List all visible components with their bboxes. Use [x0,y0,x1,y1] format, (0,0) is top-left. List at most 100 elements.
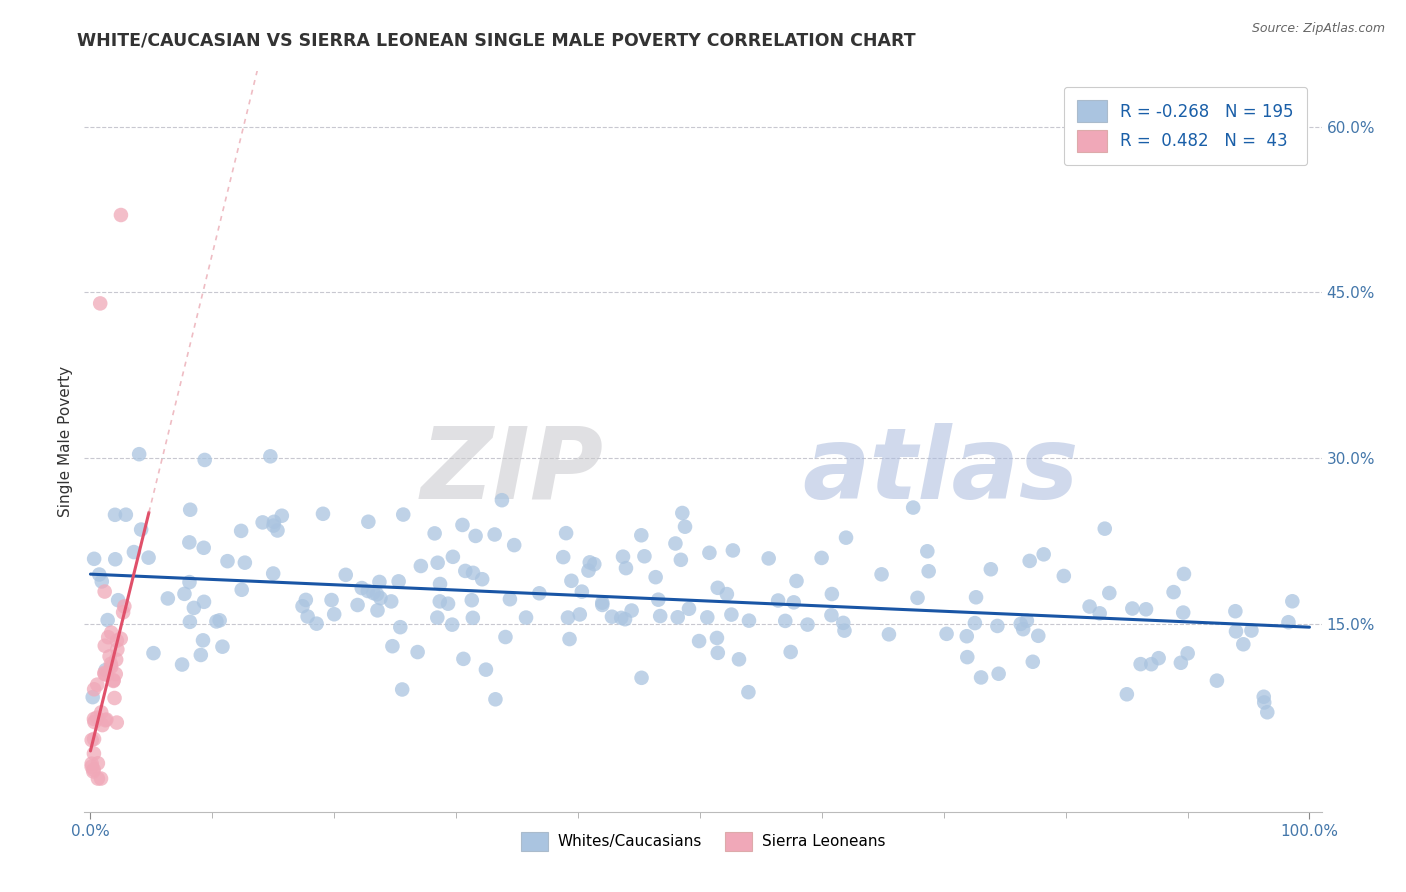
Point [612,549,634,564]
Point [688,634,710,648]
Point [738,614,761,628]
Point [105,715,128,730]
Point [295,593,318,607]
Point [557,610,579,624]
Point [100,657,122,671]
Point [112,599,135,614]
Point [193,595,215,609]
Point [1088,607,1111,621]
Point [1015,614,1038,628]
Point [986,619,1008,633]
Point [1140,657,1163,672]
Point [97,630,120,644]
Point [1177,646,1199,660]
Point [600,609,623,624]
Point [105,652,128,666]
Point [553,550,575,565]
Point [406,645,429,659]
Point [86,711,108,725]
Point [706,581,728,595]
Point [716,587,738,601]
Point [987,666,1010,681]
Point [170,657,193,672]
Point [83,682,105,697]
Point [262,566,284,581]
Point [426,556,449,570]
Point [83,551,105,566]
Point [1010,616,1032,631]
Point [96,713,118,727]
Point [1018,554,1040,568]
Point [835,531,858,545]
Point [259,450,281,464]
Point [1121,601,1143,615]
Point [183,600,205,615]
Point [80,756,103,771]
Point [673,519,696,533]
Point [475,663,498,677]
Point [1094,522,1116,536]
Point [93,667,115,681]
Legend: Whites/Caucasians, Sierra Leoneans: Whites/Caucasians, Sierra Leoneans [515,825,891,857]
Point [291,599,314,614]
Point [231,582,253,597]
Point [591,596,613,610]
Point [368,574,391,589]
Point [870,567,893,582]
Point [93,584,115,599]
Point [630,671,652,685]
Point [208,613,231,627]
Point [707,646,730,660]
Point [783,595,806,609]
Point [918,564,941,578]
Point [1129,657,1152,672]
Point [211,640,233,654]
Point [766,593,789,607]
Point [461,566,484,580]
Point [614,561,637,575]
Point [956,629,979,643]
Point [499,592,522,607]
Point [179,535,201,549]
Point [515,610,537,624]
Point [323,607,346,622]
Point [391,682,413,697]
Point [980,562,1002,576]
Point [1206,673,1229,688]
Point [190,648,212,662]
Point [737,685,759,699]
Point [86,678,108,692]
Point [392,508,415,522]
Point [630,528,652,542]
Point [357,584,380,599]
Point [877,627,900,641]
Point [706,631,728,645]
Point [491,493,513,508]
Point [633,549,655,564]
Point [1053,569,1076,583]
Point [728,652,751,666]
Point [571,584,593,599]
Point [91,718,114,732]
Point [179,615,201,629]
Point [363,586,385,600]
Point [129,523,152,537]
Point [110,632,132,646]
Point [1173,606,1195,620]
Point [775,614,797,628]
Point [100,659,122,673]
Point [346,598,368,612]
Point [721,543,744,558]
Point [429,577,451,591]
Point [409,559,432,574]
Point [484,692,506,706]
Point [104,667,127,681]
Point [834,624,856,638]
Point [1170,656,1192,670]
Point [1277,615,1299,630]
Point [464,529,486,543]
Point [357,515,380,529]
Point [1253,695,1275,709]
Point [80,759,103,773]
Point [963,616,986,631]
